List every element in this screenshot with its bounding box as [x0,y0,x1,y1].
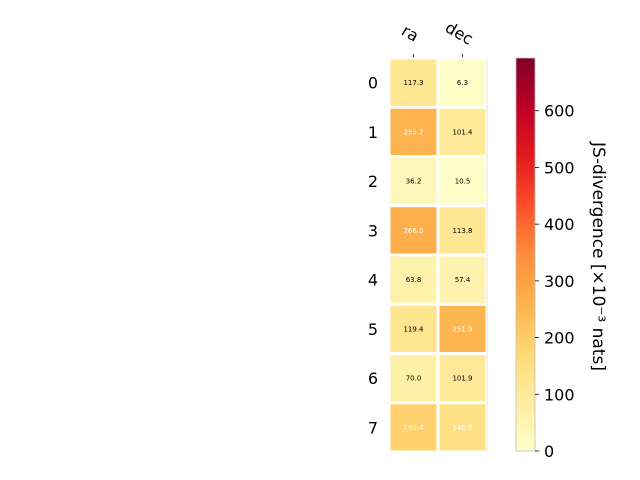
colorbar-tick-label: 100 [544,385,575,404]
cell-value-label: 190.4 [403,424,424,432]
heatmap-cell-3-ra [390,207,437,254]
heatmap-cell-2-ra [390,158,437,205]
row-label-2: 2 [368,172,378,191]
cell-value-label: 6.3 [457,79,468,87]
colorbar [515,57,536,452]
cell-value-label: 119.4 [403,325,424,333]
heatmap-cell-2-dec [439,158,486,205]
row-label-1: 1 [368,123,378,142]
row-labels: 0 1 2 3 4 5 6 7 [368,74,378,438]
colorbar-gradient [515,57,536,452]
colorbar-tick-label: 0 [544,442,554,461]
heatmap-cell-3-dec [439,207,486,254]
heatmap-cell-5-ra [390,305,437,352]
column-label-ra: ra [398,21,422,46]
colorbar-tick-label: 500 [544,158,575,177]
cell-value-label: 266.0 [403,227,423,235]
heatmap-cell-4-ra [390,256,437,303]
colorbar-label: JS-divergence [×10⁻³ nats] [588,141,608,371]
cell-value-label: 57.4 [455,276,471,284]
heatmap-cell-0-ra [390,59,437,106]
row-label-3: 3 [368,221,378,240]
cell-value-label: 70.0 [406,375,422,383]
cell-value-label: 10.5 [455,178,471,186]
cell-value-label: 101.9 [452,375,472,383]
cell-value-label: 113.8 [452,227,472,235]
colorbar-tick-label: 300 [544,272,575,291]
cell-value-label: 101.4 [452,128,473,136]
row-label-6: 6 [368,369,378,388]
cell-value-label: 255.2 [403,128,423,136]
row-label-5: 5 [368,320,378,339]
cell-value-label: 251.9 [452,325,472,333]
heatmap-cell-4-dec [439,256,486,303]
heatmap-cell-7-dec [439,404,486,451]
heatmap-cell-7-ra [390,404,437,451]
cell-value-label: 140.8 [452,424,472,432]
row-label-0: 0 [368,74,378,93]
row-label-4: 4 [368,271,378,290]
column-label-dec: dec [442,18,476,49]
cell-value-label: 117.3 [403,79,423,87]
column-labels: ra dec [398,18,476,57]
colorbar-ticks: 0 100 200 300 400 500 600 [535,102,575,461]
heatmap-cell-1-dec [439,108,486,155]
heatmap-cell-0-dec [439,59,486,106]
colorbar-tick-label: 200 [544,329,575,348]
heatmap-cell-6-ra [390,355,437,402]
heatmap-cell-5-dec [439,305,486,352]
cell-value-label: 63.8 [406,276,422,284]
heatmap-cell-6-dec [439,355,486,402]
row-label-7: 7 [368,418,378,437]
colorbar-tick-label: 600 [544,102,575,121]
heatmap-cells: 117.3 6.3 255.2 101.4 36.2 10.5 266.0 113.8 63.8… [390,58,488,452]
colorbar-tick-label: 400 [544,215,575,234]
cell-value-label: 36.2 [406,178,422,186]
heatmap-cell-1-ra [390,108,437,155]
